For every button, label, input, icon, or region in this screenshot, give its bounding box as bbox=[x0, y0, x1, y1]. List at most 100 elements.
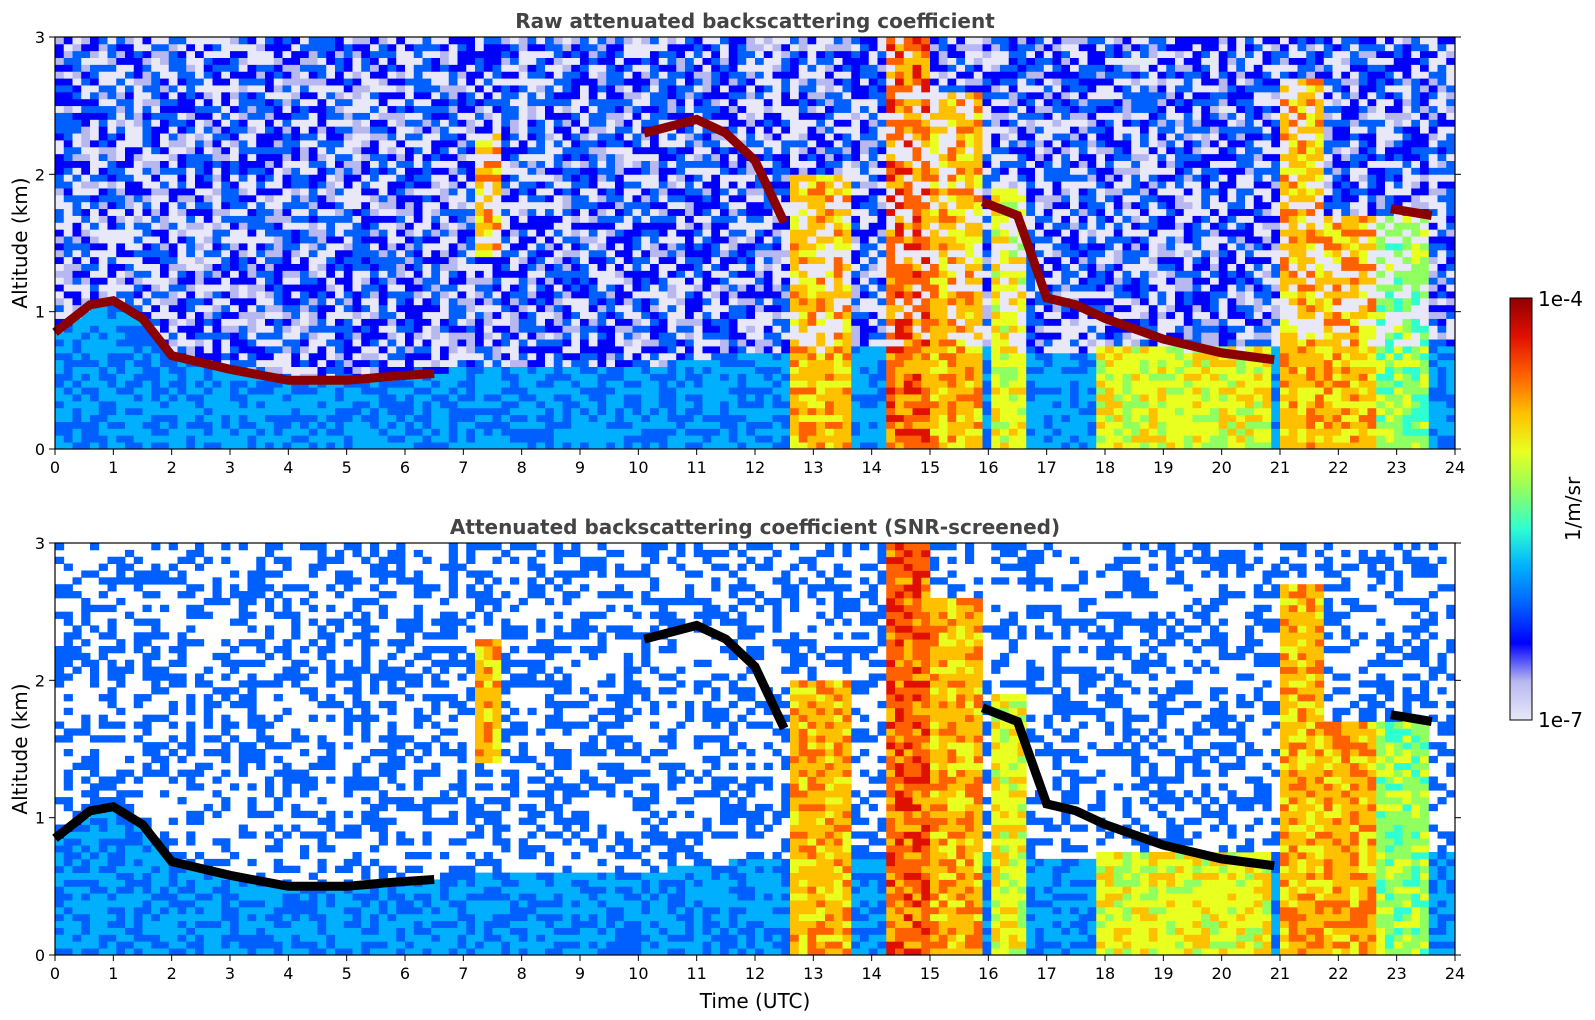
heatmap-cell bbox=[151, 91, 161, 100]
heatmap-cell bbox=[693, 256, 703, 264]
heatmap-cell bbox=[737, 400, 747, 409]
heatmap-cell bbox=[623, 387, 633, 395]
heatmap-cell bbox=[387, 380, 397, 388]
heatmap-cell bbox=[98, 400, 108, 409]
heatmap-cell bbox=[282, 332, 292, 340]
heatmap-cell bbox=[737, 270, 747, 278]
heatmap-cell bbox=[606, 359, 616, 367]
heatmap-cell bbox=[545, 291, 555, 299]
heatmap-cell bbox=[676, 249, 686, 258]
heatmap-cell bbox=[545, 37, 555, 45]
heatmap-cell bbox=[247, 98, 257, 107]
heatmap-cell bbox=[300, 64, 310, 72]
heatmap-cell bbox=[431, 249, 441, 258]
heatmap-cell bbox=[256, 318, 266, 326]
heatmap-cell bbox=[282, 119, 292, 127]
heatmap-cell bbox=[230, 256, 240, 264]
heatmap-cell bbox=[536, 359, 546, 367]
heatmap-cell bbox=[247, 428, 257, 436]
heatmap-cell bbox=[335, 208, 345, 216]
heatmap-cell bbox=[623, 284, 633, 292]
heatmap-cell bbox=[518, 339, 528, 347]
heatmap-cell bbox=[151, 140, 161, 148]
heatmap-cell bbox=[641, 167, 651, 175]
heatmap-cell bbox=[746, 98, 756, 107]
heatmap-cell bbox=[755, 277, 765, 285]
heatmap-cell bbox=[125, 229, 135, 237]
heatmap-cell bbox=[326, 194, 336, 203]
heatmap-cell bbox=[247, 201, 257, 210]
heatmap-cell bbox=[693, 400, 703, 409]
heatmap-cell bbox=[265, 297, 275, 306]
heatmap-cell bbox=[755, 119, 765, 127]
heatmap-cell bbox=[160, 366, 170, 374]
heatmap-cell bbox=[597, 311, 607, 319]
heatmap-cell bbox=[431, 71, 441, 79]
heatmap-cell bbox=[168, 387, 178, 395]
heatmap-cell bbox=[431, 291, 441, 299]
heatmap-cell bbox=[518, 373, 528, 381]
heatmap-cell bbox=[588, 387, 598, 395]
heatmap-cell bbox=[308, 400, 318, 409]
heatmap-cell bbox=[125, 112, 135, 120]
heatmap-cell bbox=[265, 256, 275, 264]
heatmap-cell bbox=[772, 256, 782, 264]
heatmap-cell bbox=[763, 50, 773, 58]
heatmap-cell bbox=[90, 91, 100, 100]
heatmap-cell bbox=[168, 366, 178, 374]
heatmap-cell bbox=[282, 359, 292, 367]
heatmap-cell bbox=[737, 284, 747, 292]
heatmap-cell bbox=[746, 366, 756, 374]
heatmap-cell bbox=[501, 98, 511, 107]
heatmap-cell bbox=[396, 435, 406, 443]
heatmap-cell bbox=[256, 442, 266, 450]
heatmap-cell bbox=[536, 167, 546, 175]
heatmap-cell bbox=[466, 256, 476, 264]
heatmap-cell bbox=[352, 414, 362, 422]
heatmap-cell bbox=[632, 57, 642, 65]
heatmap-cell bbox=[107, 43, 117, 52]
heatmap-cell bbox=[160, 167, 170, 175]
heatmap-cell bbox=[650, 50, 660, 58]
heatmap-cell bbox=[273, 119, 283, 127]
heatmap-cell bbox=[641, 146, 651, 155]
heatmap-cell bbox=[160, 146, 170, 155]
heatmap-cell bbox=[422, 325, 432, 333]
heatmap-cell bbox=[641, 277, 651, 285]
heatmap-cell bbox=[186, 222, 196, 230]
heatmap-cell bbox=[746, 414, 756, 422]
heatmap-cell bbox=[448, 318, 458, 326]
heatmap-cell bbox=[545, 421, 555, 429]
heatmap-cell bbox=[772, 428, 782, 436]
heatmap-cell bbox=[737, 98, 747, 107]
heatmap-cell bbox=[422, 442, 432, 450]
heatmap-cell bbox=[72, 71, 82, 79]
heatmap-cell bbox=[63, 236, 73, 244]
heatmap-cell bbox=[55, 91, 65, 100]
heatmap-cell bbox=[615, 332, 625, 340]
heatmap-cell bbox=[440, 208, 450, 216]
heatmap-cell bbox=[160, 270, 170, 278]
heatmap-cell bbox=[291, 126, 301, 134]
heatmap-cell bbox=[186, 400, 196, 409]
heatmap-cell bbox=[483, 435, 493, 443]
heatmap-cell bbox=[510, 174, 520, 182]
heatmap-cell bbox=[746, 421, 756, 429]
heatmap-cell bbox=[343, 339, 353, 347]
heatmap-cell bbox=[308, 71, 318, 79]
heatmap-cell bbox=[168, 243, 178, 251]
heatmap-cell bbox=[378, 71, 388, 79]
heatmap-cell bbox=[676, 263, 686, 271]
heatmap-cell bbox=[457, 442, 467, 450]
heatmap-cell bbox=[650, 304, 660, 313]
heatmap-cell bbox=[518, 304, 528, 313]
heatmap-cell bbox=[711, 387, 721, 395]
heatmap-cell bbox=[116, 366, 126, 374]
heatmap-cell bbox=[413, 352, 423, 361]
heatmap-cell bbox=[195, 98, 205, 107]
heatmap-cell bbox=[90, 174, 100, 182]
heatmap-cell bbox=[580, 414, 590, 422]
heatmap-cell bbox=[282, 229, 292, 237]
heatmap-cell bbox=[55, 201, 65, 210]
heatmap-cell bbox=[545, 140, 555, 148]
